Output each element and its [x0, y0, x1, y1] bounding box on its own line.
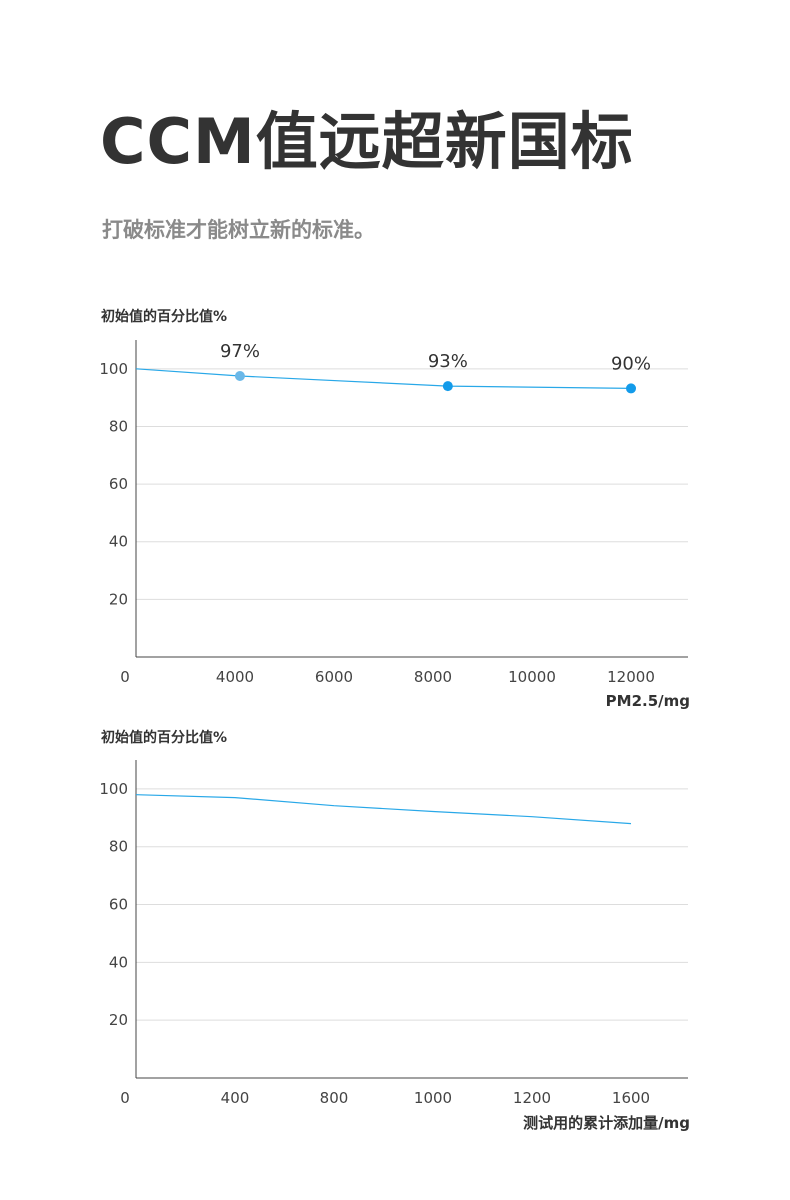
x-axis-label: 测试用的累计添加量/mg: [523, 1114, 690, 1132]
y-tick-label: 40: [109, 533, 128, 551]
data-label: 93%: [428, 351, 468, 372]
y-tick-label: 80: [109, 417, 128, 435]
y-tick-label: 20: [109, 1011, 128, 1029]
y-tick-label: 100: [99, 780, 128, 798]
x-tick-label: 800: [320, 1089, 349, 1107]
series-line: [135, 368, 632, 389]
x-tick-label: 12000: [607, 668, 655, 686]
x-tick-label: 1200: [513, 1089, 551, 1107]
x-tick-label: 1600: [612, 1089, 650, 1107]
x-tick-label: 400: [221, 1089, 250, 1107]
x-tick-label: 1000: [414, 1089, 452, 1107]
page-title: CCM值远超新国标: [100, 105, 634, 178]
data-point: [626, 383, 636, 394]
x-tick-label: 4000: [216, 668, 254, 686]
chart-cumulative-retention: 初始值的百分比值% 20 40 60 80 100 0 400 800 1000 1200 1600…: [0, 720, 790, 1140]
series-line: [135, 794, 632, 825]
x-tick-label: 8000: [414, 668, 452, 686]
y-axis-label: 初始值的百分比值%: [101, 730, 228, 746]
data-point: [442, 381, 453, 392]
data-point: [234, 371, 245, 382]
y-axis-label: 初始值的百分比值%: [101, 309, 228, 325]
page-subtitle: 打破标准才能树立新的标准。: [102, 218, 375, 242]
y-tick-label: 60: [109, 475, 128, 493]
x-origin-label: 0: [120, 1089, 130, 1107]
data-label: 90%: [611, 353, 651, 374]
y-tick-label: 100: [99, 360, 128, 378]
chart-pm25-retention: 初始值的百分比值% 20 40 60 80 100 0 4000 6000 8000 10000 1…: [0, 300, 790, 720]
x-tick-label: 6000: [315, 668, 353, 686]
x-origin-label: 0: [120, 668, 130, 686]
x-tick-label: 10000: [508, 668, 556, 686]
y-tick-label: 60: [109, 896, 128, 914]
y-tick-label: 40: [109, 953, 128, 971]
y-tick-label: 80: [109, 838, 128, 856]
data-label: 97%: [220, 341, 260, 362]
x-axis-label: PM2.5/mg: [605, 692, 690, 710]
y-tick-label: 20: [109, 590, 128, 608]
chart-plot-area: 20 40 60 80 100 0 4000 6000 8000 10000 12000 97% 93%…: [99, 340, 688, 686]
